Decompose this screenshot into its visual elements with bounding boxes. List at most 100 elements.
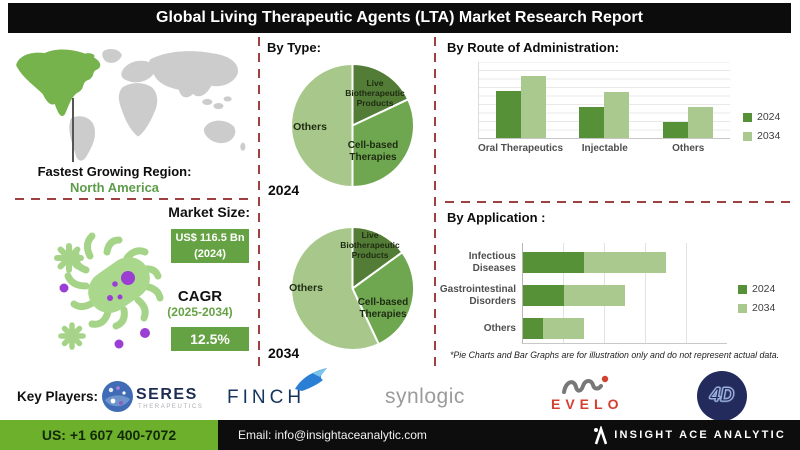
microbe-illustration — [54, 232, 164, 350]
bar-injectable-2034 — [604, 91, 630, 138]
market-size-value-box: US$ 116.5 Bn (2024) — [171, 229, 249, 263]
legend-swatch — [743, 131, 752, 141]
evelo-logo-text: EVELO — [551, 396, 624, 412]
key-players-label: Key Players: — [17, 389, 99, 404]
pie2034-label-cell-based: Cell-based Therapies — [357, 297, 409, 320]
route-legend: 2024 2034 — [743, 111, 780, 142]
pie-slice — [351, 98, 416, 188]
category-label: Others — [483, 322, 516, 334]
footer-bar: Email: info@insightaceanalytic.com INSIG… — [218, 420, 800, 450]
bar-oral-therapeutics-2034 — [520, 75, 546, 138]
synlogic-logo-text: synlogic — [385, 385, 465, 408]
world-map — [16, 49, 246, 161]
map-greenland — [102, 49, 122, 63]
segment-infectious-diseases-2024 — [523, 252, 585, 273]
category-label: Infectious Diseases — [468, 251, 516, 274]
footer-brand-text: INSIGHT ACE ANALYTIC — [614, 429, 786, 441]
evelo-logo-icon — [562, 375, 609, 394]
bar-group — [663, 62, 714, 138]
pie2034-label-others: Others — [289, 282, 323, 294]
footer-brand: INSIGHT ACE ANALYTIC — [593, 425, 786, 445]
legend-item: 2024 — [738, 283, 775, 295]
legend-item: 2034 — [743, 130, 780, 142]
section-title-by-type: By Type: — [267, 40, 321, 55]
application-legend: 2024 2034 — [738, 283, 775, 314]
seres-logo-text: SERES — [136, 386, 198, 403]
fastest-growing-region-label: Fastest Growing Region: — [37, 164, 192, 179]
market-size-year: (2024) — [194, 247, 226, 260]
footer-email[interactable]: Email: info@insightaceanalytic.com — [238, 428, 427, 442]
pie-slice — [290, 63, 354, 188]
report-title: Global Living Therapeutic Agents (LTA) M… — [8, 3, 791, 33]
finch-logo-text: FINCH — [227, 387, 306, 408]
pie-slice — [351, 226, 404, 290]
market-size-value: US$ 116.5 Bn — [175, 232, 245, 244]
divider-vertical-left — [258, 37, 260, 368]
legend-label: 2034 — [757, 130, 781, 142]
legend-swatch — [738, 284, 747, 294]
disclaimer-note: *Pie Charts and Bar Graphs are for illus… — [450, 350, 780, 360]
section-title-by-route: By Route of Administration: — [447, 40, 620, 55]
pie-slice — [290, 226, 380, 351]
cagr-label: CAGR — [177, 288, 223, 305]
pie-slice — [351, 251, 416, 346]
seres-logo-icon — [102, 381, 133, 412]
pie-chart-2034 — [290, 226, 416, 351]
category-label: Injectable — [581, 143, 628, 154]
divider-horizontal-left — [15, 198, 248, 200]
pie2024-label-cell-based: Cell-based Therapies — [347, 140, 399, 163]
finch-bird-icon — [295, 368, 327, 391]
segment-infectious-diseases-2034 — [584, 252, 666, 273]
category-label: Oral Therapeutics — [478, 143, 564, 154]
stacked-bar-row — [523, 285, 727, 306]
fastest-growing-region-value: North America — [69, 180, 160, 195]
footer-phone[interactable]: US: +1 607 400-7072 — [0, 420, 218, 450]
map-australia — [203, 120, 236, 144]
section-title-by-application: By Application : — [447, 210, 546, 225]
category-label: Gastrointestinal Disorders — [439, 284, 516, 307]
legend-label: 2024 — [752, 283, 776, 295]
bar-others-2024 — [663, 122, 689, 138]
application-category-labels: Infectious Diseases Gastrointestinal Diso… — [436, 243, 516, 339]
bar-oral-therapeutics-2024 — [495, 90, 521, 138]
seres-logo-subtext: THERAPEUTICS — [138, 404, 204, 410]
segment-others-2024 — [523, 318, 544, 339]
divider-vertical-right — [434, 37, 436, 368]
route-category-labels: Oral Therapeutics Injectable Others — [478, 143, 730, 154]
cagr-period: (2025-2034) — [167, 305, 233, 319]
category-label: Others — [672, 143, 705, 154]
bar-others-2034 — [688, 106, 714, 138]
insight-ace-logo-icon — [594, 425, 608, 444]
stacked-bar-row — [523, 318, 727, 339]
microbe-purple-dots — [59, 271, 150, 349]
fourd-logo-text: 4D — [709, 385, 735, 407]
legend-item: 2024 — [743, 111, 780, 123]
pie-year-2034: 2034 — [268, 345, 300, 361]
pie-slice — [351, 63, 410, 127]
bar-group — [495, 62, 546, 138]
legend-label: 2034 — [752, 302, 776, 314]
divider-horizontal-right — [445, 201, 795, 203]
map-asia — [148, 51, 239, 98]
microbe-body — [88, 257, 150, 313]
pie2024-label-others: Others — [293, 121, 327, 133]
segment-gastrointestinal-disorders-2034 — [563, 285, 625, 306]
stacked-bar-row — [523, 252, 727, 273]
map-south-america — [69, 116, 96, 161]
application-bar-chart — [522, 243, 727, 344]
pie-chart-2024 — [290, 63, 416, 188]
legend-swatch — [743, 112, 752, 122]
pie2034-label-live-bio: Live Biotherapeutic Products — [340, 230, 400, 261]
pie-year-2024: 2024 — [268, 182, 300, 198]
map-north-america-highlight — [16, 49, 101, 117]
market-size-label: Market Size: — [168, 204, 250, 220]
legend-item: 2034 — [738, 302, 775, 314]
map-pointer-line — [72, 98, 74, 162]
fourd-logo: 4D — [697, 371, 747, 421]
segment-others-2034 — [543, 318, 585, 339]
bar-injectable-2024 — [579, 106, 605, 138]
pie2024-label-live-bio: Live Biotherapeutic Products — [345, 78, 405, 109]
cagr-value-box: 12.5% — [171, 327, 249, 351]
legend-swatch — [738, 303, 747, 313]
